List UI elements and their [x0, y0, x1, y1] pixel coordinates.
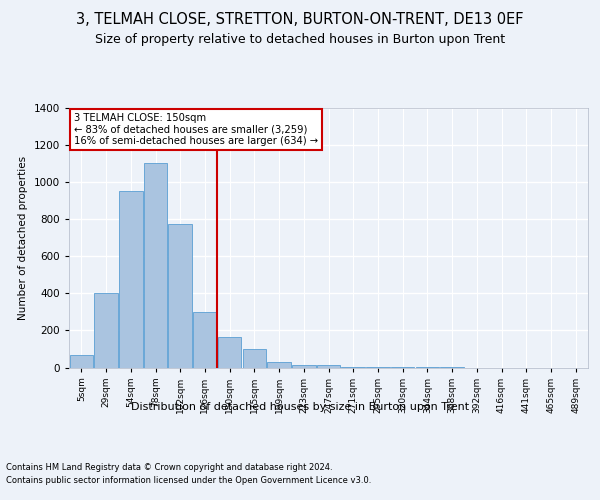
- Bar: [218, 337, 241, 368]
- Bar: [317, 366, 340, 368]
- Text: Distribution of detached houses by size in Burton upon Trent: Distribution of detached houses by size …: [131, 402, 469, 412]
- Text: 3 TELMAH CLOSE: 150sqm
← 83% of detached houses are smaller (3,259)
16% of semi-: 3 TELMAH CLOSE: 150sqm ← 83% of detached…: [74, 112, 319, 146]
- Y-axis label: Number of detached properties: Number of detached properties: [18, 156, 28, 320]
- Bar: [94, 293, 118, 368]
- Bar: [119, 191, 143, 368]
- Bar: [169, 224, 192, 368]
- Bar: [268, 362, 291, 368]
- Text: Size of property relative to detached houses in Burton upon Trent: Size of property relative to detached ho…: [95, 32, 505, 46]
- Bar: [292, 364, 316, 368]
- Bar: [144, 163, 167, 368]
- Text: Contains public sector information licensed under the Open Government Licence v3: Contains public sector information licen…: [6, 476, 371, 485]
- Bar: [70, 356, 93, 368]
- Bar: [366, 367, 389, 368]
- Bar: [242, 349, 266, 368]
- Bar: [341, 366, 365, 368]
- Bar: [193, 312, 217, 368]
- Text: Contains HM Land Registry data © Crown copyright and database right 2024.: Contains HM Land Registry data © Crown c…: [6, 462, 332, 471]
- Text: 3, TELMAH CLOSE, STRETTON, BURTON-ON-TRENT, DE13 0EF: 3, TELMAH CLOSE, STRETTON, BURTON-ON-TRE…: [76, 12, 524, 28]
